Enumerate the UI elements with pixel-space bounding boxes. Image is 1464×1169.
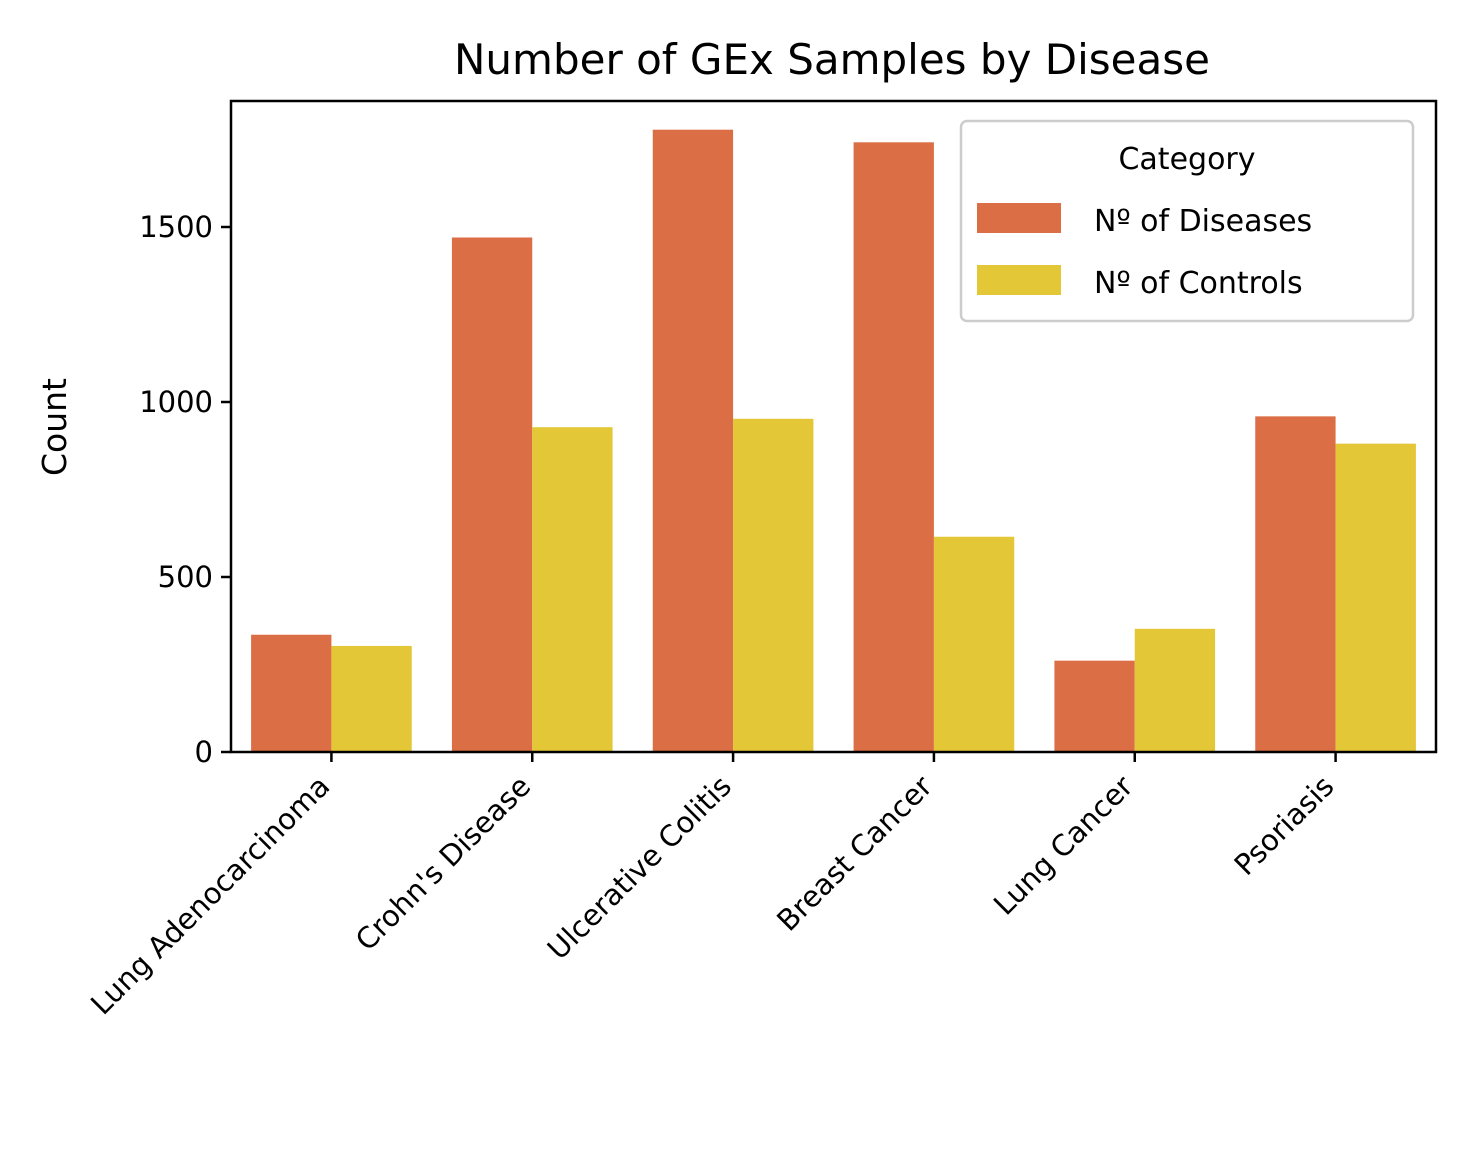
legend-box <box>959 119 1415 323</box>
legend-swatch-controls <box>977 265 1061 295</box>
bars-group <box>251 129 1416 753</box>
x-tick-label: Psoriasis <box>1227 769 1340 882</box>
x-tick-label: Ulcerative Colitis <box>541 769 738 966</box>
y-axis-label: Count <box>35 378 74 476</box>
bar-diseases-3 <box>853 142 934 753</box>
bar-controls-5 <box>1335 443 1416 752</box>
bar-diseases-2 <box>652 129 734 752</box>
legend-swatch-diseases <box>977 203 1061 233</box>
bar-diseases-1 <box>451 237 533 752</box>
y-tick-label: 1000 <box>139 385 213 419</box>
legend-items: Nº of Diseases Nº of Controls <box>977 203 1312 301</box>
legend-label-diseases: Nº of Diseases <box>1094 204 1312 239</box>
legend: Category Nº of Diseases Nº of Controls <box>959 119 1415 323</box>
y-tick-label: 0 <box>195 735 213 769</box>
plot-frame <box>229 99 1438 754</box>
bar-controls-0 <box>331 645 412 752</box>
bar-diseases-5 <box>1255 416 1336 752</box>
x-tick-label: Lung Cancer <box>987 769 1140 922</box>
chart-title: Number of GEx Samples by Disease <box>454 35 1210 84</box>
bar-controls-1 <box>532 427 613 752</box>
bar-controls-3 <box>933 536 1015 752</box>
bar-controls-2 <box>733 418 814 752</box>
legend-title: Category <box>1118 142 1255 177</box>
y-tick-label: 500 <box>158 560 213 594</box>
legend-label-controls: Nº of Controls <box>1094 266 1303 301</box>
y-axis: 0 500 1000 1500 <box>139 210 231 769</box>
bar-diseases-0 <box>251 634 332 752</box>
x-tick-label: Crohn's Disease <box>349 769 537 957</box>
bar-controls-4 <box>1134 628 1216 752</box>
x-tick-label: Breast Cancer <box>770 769 939 938</box>
y-tick-label: 1500 <box>139 210 213 244</box>
x-axis: Lung Adenocarcinoma Crohn's Disease Ulcera… <box>84 752 1341 1021</box>
bar-diseases-4 <box>1054 660 1135 752</box>
x-tick-label: Lung Adenocarcinoma <box>84 769 336 1021</box>
